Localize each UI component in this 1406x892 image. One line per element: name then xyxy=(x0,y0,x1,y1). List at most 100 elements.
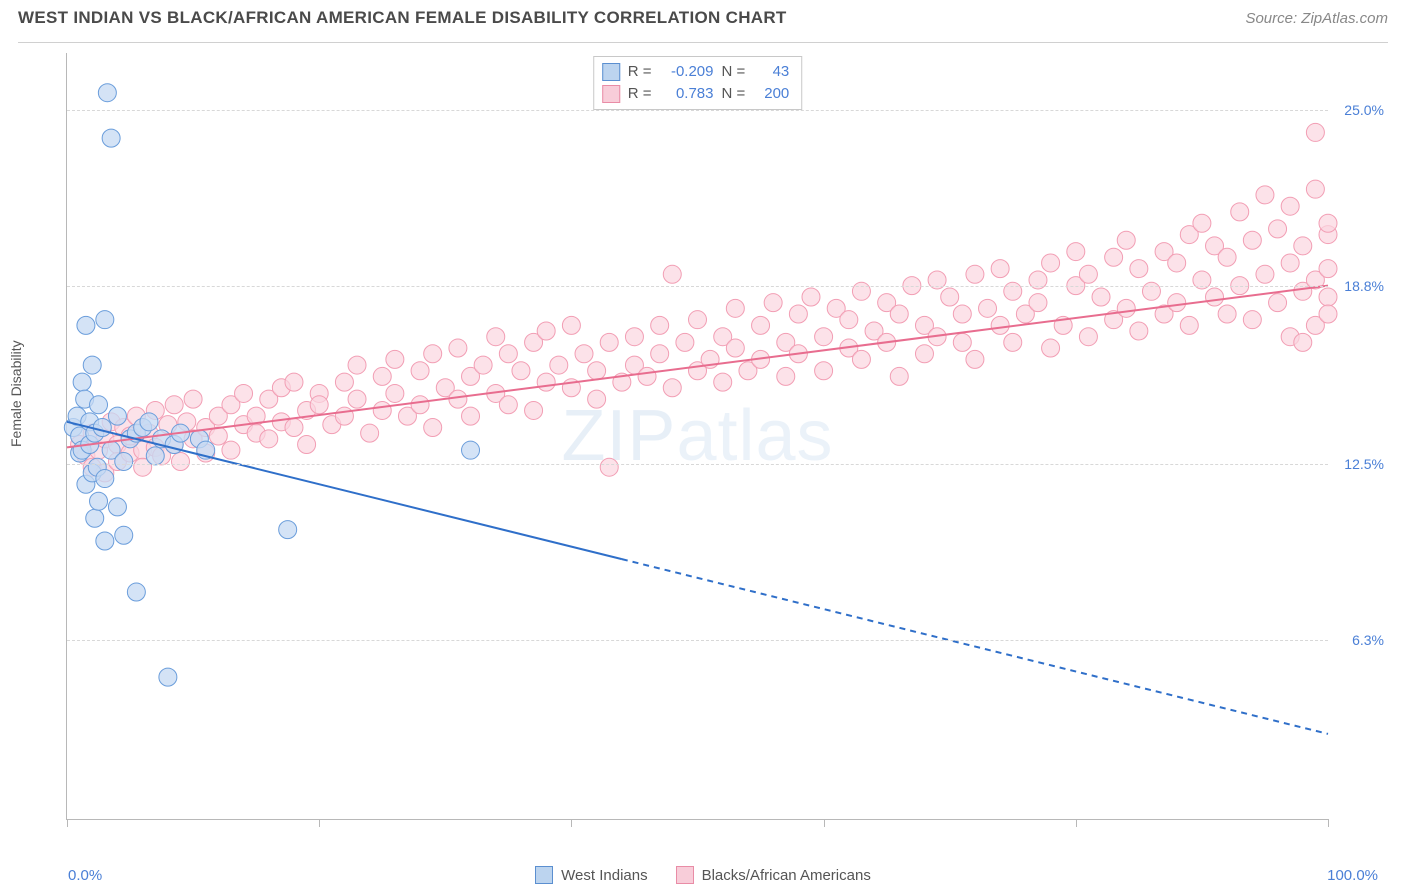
data-point xyxy=(285,418,303,436)
data-point xyxy=(915,345,933,363)
data-point xyxy=(279,521,297,539)
data-point xyxy=(575,345,593,363)
legend-item-pink: Blacks/African Americans xyxy=(676,866,871,884)
data-point xyxy=(1130,322,1148,340)
data-point xyxy=(550,356,568,374)
data-point xyxy=(663,265,681,283)
data-point xyxy=(108,407,126,425)
data-point xyxy=(1319,214,1337,232)
data-point xyxy=(1231,203,1249,221)
data-point xyxy=(386,350,404,368)
data-point xyxy=(562,316,580,334)
data-point xyxy=(1180,316,1198,334)
data-point xyxy=(1206,288,1224,306)
data-point xyxy=(115,526,133,544)
data-point xyxy=(1269,220,1287,238)
legend-label-blue: West Indians xyxy=(561,867,647,884)
x-axis-min-label: 0.0% xyxy=(68,867,102,884)
chart-area: Female Disability ZIPatlas R = -0.209 N … xyxy=(18,42,1388,850)
xtick xyxy=(1076,819,1077,827)
data-point xyxy=(1281,254,1299,272)
data-point xyxy=(815,362,833,380)
data-point xyxy=(449,390,467,408)
data-point xyxy=(991,260,1009,278)
data-point xyxy=(966,265,984,283)
data-point xyxy=(953,333,971,351)
xtick xyxy=(319,819,320,827)
legend-label-pink: Blacks/African Americans xyxy=(702,867,871,884)
bottom-legend: 0.0% West Indians Blacks/African America… xyxy=(0,866,1406,884)
data-point xyxy=(411,396,429,414)
data-point xyxy=(714,373,732,391)
data-point xyxy=(840,311,858,329)
data-point xyxy=(373,401,391,419)
data-point xyxy=(348,356,366,374)
gridline-h xyxy=(67,110,1328,111)
data-point xyxy=(676,333,694,351)
data-point xyxy=(537,322,555,340)
data-point xyxy=(285,373,303,391)
r-label: R = xyxy=(628,83,652,105)
swatch-blue xyxy=(602,63,620,81)
data-point xyxy=(127,583,145,601)
data-point xyxy=(600,333,618,351)
pink-r-value: 0.783 xyxy=(660,83,714,105)
chart-title: WEST INDIAN VS BLACK/AFRICAN AMERICAN FE… xyxy=(18,8,787,28)
data-point xyxy=(73,373,91,391)
data-point xyxy=(462,441,480,459)
correlation-stats-box: R = -0.209 N = 43 R = 0.783 N = 200 xyxy=(593,56,803,110)
data-point xyxy=(335,407,353,425)
data-point xyxy=(1256,265,1274,283)
data-point xyxy=(1218,305,1236,323)
data-point xyxy=(991,316,1009,334)
data-point xyxy=(777,367,795,385)
data-point xyxy=(1243,311,1261,329)
data-point xyxy=(651,345,669,363)
data-point xyxy=(260,430,278,448)
data-point xyxy=(1294,237,1312,255)
data-point xyxy=(966,350,984,368)
data-point xyxy=(1117,299,1135,317)
data-point xyxy=(348,390,366,408)
y-axis-label: Female Disability xyxy=(8,340,24,447)
data-point xyxy=(1319,260,1337,278)
data-point xyxy=(941,288,959,306)
data-point xyxy=(140,413,158,431)
gridline-h xyxy=(67,286,1328,287)
data-point xyxy=(537,373,555,391)
data-point xyxy=(184,390,202,408)
n-label: N = xyxy=(722,61,746,83)
data-point xyxy=(159,668,177,686)
data-point xyxy=(1079,328,1097,346)
data-point xyxy=(588,362,606,380)
data-point xyxy=(93,418,111,436)
data-point xyxy=(411,362,429,380)
xtick xyxy=(67,819,68,827)
x-axis-max-label: 100.0% xyxy=(1327,867,1378,884)
trendline-solid xyxy=(67,286,1328,448)
data-point xyxy=(96,532,114,550)
blue-r-value: -0.209 xyxy=(660,61,714,83)
data-point xyxy=(98,84,116,102)
data-point xyxy=(1306,123,1324,141)
data-point xyxy=(890,367,908,385)
ytick-label: 25.0% xyxy=(1344,102,1384,118)
data-point xyxy=(146,447,164,465)
data-point xyxy=(600,458,618,476)
data-point xyxy=(102,129,120,147)
data-point xyxy=(1067,243,1085,261)
n-label: N = xyxy=(722,83,746,105)
data-point xyxy=(1105,248,1123,266)
gridline-h xyxy=(67,640,1328,641)
data-point xyxy=(83,356,101,374)
data-point xyxy=(115,453,133,471)
data-point xyxy=(96,311,114,329)
data-point xyxy=(1256,186,1274,204)
data-point xyxy=(373,367,391,385)
data-point xyxy=(1281,197,1299,215)
trendline-dashed xyxy=(622,559,1328,734)
data-point xyxy=(752,316,770,334)
data-point xyxy=(789,305,807,323)
data-point xyxy=(499,396,517,414)
data-point xyxy=(651,316,669,334)
